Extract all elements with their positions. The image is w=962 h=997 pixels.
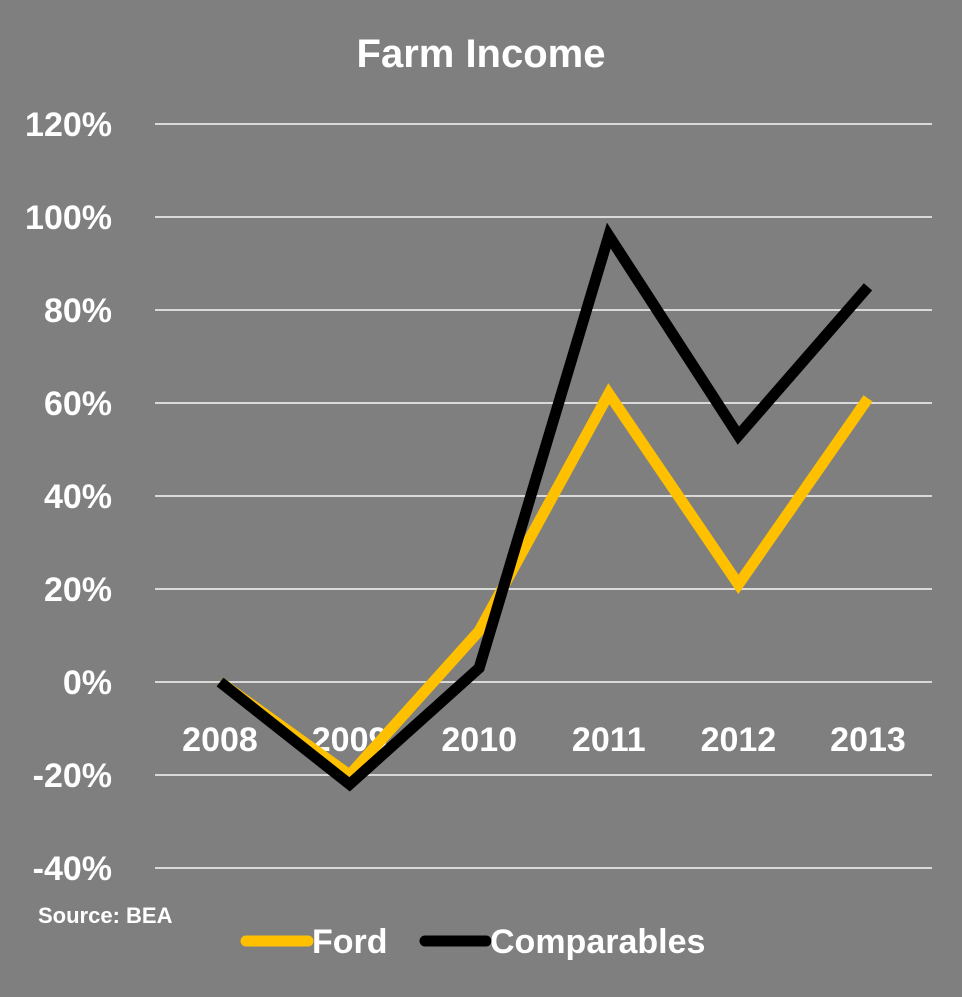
legend-item-comparables: Comparables	[419, 923, 705, 961]
x-tick-label: 2012	[701, 721, 777, 759]
x-tick-label: 2008	[182, 721, 258, 759]
series-line-ford	[216, 383, 873, 783]
chart-title: Farm Income	[357, 32, 606, 76]
x-tick-label: 2010	[441, 721, 517, 759]
x-tick-label: 2013	[830, 721, 906, 759]
legend-item-ford: Ford	[240, 923, 388, 961]
y-tick-label: 40%	[44, 478, 112, 516]
legend-label: Ford	[312, 923, 388, 961]
y-tick-label: 0%	[63, 664, 112, 702]
gridlines	[155, 123, 932, 869]
legend: Ford Comparables	[240, 923, 705, 961]
legend-label: Comparables	[490, 923, 705, 961]
y-tick-label: 80%	[44, 292, 112, 330]
y-tick-label: 120%	[25, 106, 112, 144]
source-note: Source: BEA	[38, 903, 173, 928]
y-tick-label: 20%	[44, 571, 112, 609]
x-axis-tick-labels: 2008 2009 2010 2011 2012 2013	[182, 721, 906, 759]
y-tick-label: 100%	[25, 199, 112, 237]
y-tick-label: -20%	[33, 757, 112, 795]
y-tick-label: -40%	[33, 850, 112, 888]
series-lines	[216, 222, 873, 792]
series-line-comparables	[216, 222, 873, 792]
y-tick-label: 60%	[44, 385, 112, 423]
y-axis-tick-labels: 120% 100% 80% 60% 40% 20% 0% -20% -40%	[25, 106, 112, 888]
x-tick-label: 2011	[572, 721, 646, 759]
